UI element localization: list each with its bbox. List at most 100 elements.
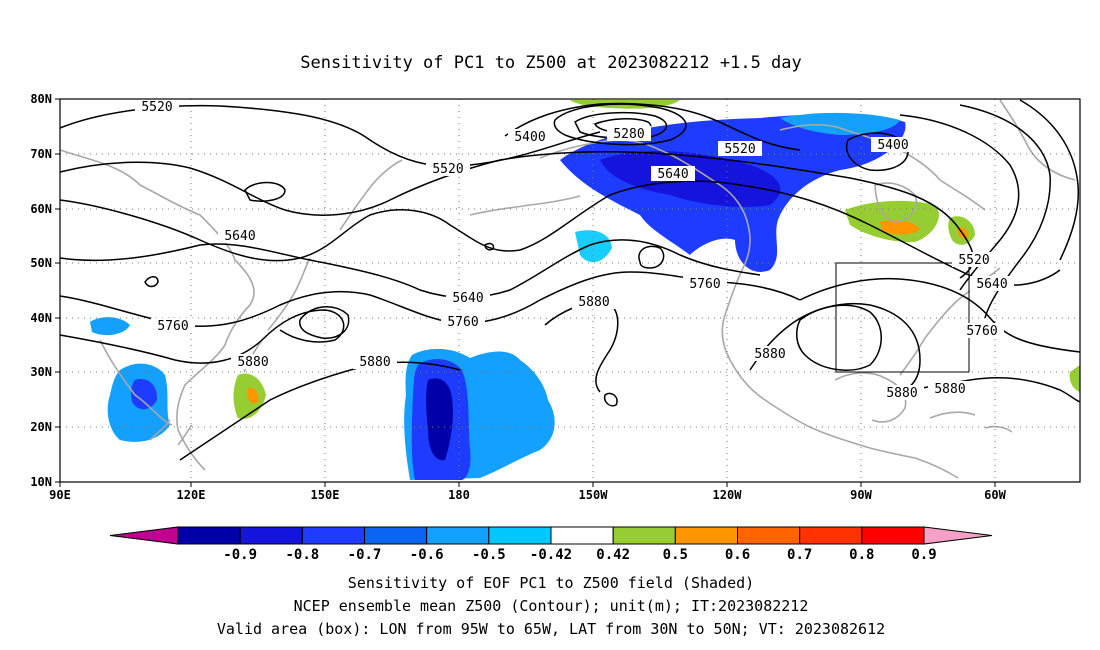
light-negative-alaska xyxy=(780,112,900,135)
contour-5880-mexico xyxy=(749,302,921,396)
svg-text:5640: 5640 xyxy=(452,291,483,306)
contour-label: 5520 xyxy=(135,99,179,115)
contour-small-loop-south xyxy=(603,392,618,407)
lon-tick-label: 60W xyxy=(984,488,1006,502)
contour-5760-east xyxy=(799,277,1081,353)
caption-line-3: Valid area (box): LON from 95W to 65W, L… xyxy=(217,620,885,638)
colorbar-max-arrow xyxy=(923,526,993,545)
contour-label: 5760 xyxy=(683,276,727,292)
lon-tick-label: 150W xyxy=(579,488,609,502)
colorbar-swatch xyxy=(799,526,863,545)
colorbar-tick-label: 0.8 xyxy=(849,547,874,563)
svg-text:5760: 5760 xyxy=(966,324,997,339)
lat-tick-label: 80N xyxy=(30,92,52,106)
colorbar-tick-label: -0.6 xyxy=(410,547,444,563)
lon-tick-label: 120E xyxy=(177,488,206,502)
map-frame xyxy=(59,98,1081,483)
lat-tick-label: 10N xyxy=(30,475,52,489)
lon-tick-label: 120W xyxy=(713,488,743,502)
negative-core-west-pacific xyxy=(131,379,158,410)
svg-text:5640: 5640 xyxy=(976,277,1007,292)
coastline-kamchatka xyxy=(339,159,403,231)
contour-label: 5400 xyxy=(871,137,915,153)
lat-tick-label: 50N xyxy=(30,256,52,270)
contour-labels: 5520 5400 5280 5520 5400 5520 5640 5640 … xyxy=(135,99,1014,401)
negative-small-west-pacific xyxy=(90,317,130,336)
contour-label: 5880 xyxy=(231,354,275,370)
coastline-greenland xyxy=(999,99,1076,181)
contour-closed-bc-low xyxy=(638,245,665,269)
colorbar-swatch xyxy=(177,526,241,545)
contour-5880-pacific-high xyxy=(544,301,619,393)
svg-text:5760: 5760 xyxy=(447,315,478,330)
contour-label: 5640 xyxy=(651,166,695,182)
contour-label: 5400 xyxy=(508,129,552,145)
light-negative-edge-north-pacific xyxy=(575,230,612,263)
colorbar-tick-label: -0.8 xyxy=(285,547,319,563)
contour-label: 5880 xyxy=(880,385,924,401)
contour-label: 5640 xyxy=(970,276,1014,292)
contour-label: 5520 xyxy=(426,161,470,177)
colorbar-swatch xyxy=(239,526,303,545)
contour-label: 5640 xyxy=(218,228,262,244)
contour-label: 5280 xyxy=(607,126,651,142)
colorbar-tick-label: 0.42 xyxy=(596,547,630,563)
contour-5280-low xyxy=(553,103,687,146)
positive-core-japan-south xyxy=(247,387,259,404)
colorbar-swatch xyxy=(426,526,490,545)
contour-east-ridge-3 xyxy=(1019,99,1080,261)
colorbar-swatch xyxy=(737,526,801,545)
contour-label: 5520 xyxy=(952,252,996,268)
svg-text:5520: 5520 xyxy=(141,100,172,115)
colorbar-min-arrow xyxy=(109,526,179,545)
contour-5640-mid xyxy=(59,180,1061,286)
contour-small-closed-1 xyxy=(144,276,159,288)
colorbar-tick-label: 0.7 xyxy=(787,547,812,563)
contour-5880-west xyxy=(59,309,345,364)
contour-5400-arctic xyxy=(504,102,801,151)
contour-closed-nw-pacific xyxy=(299,306,350,339)
figure-title: Sensitivity of PC1 to Z500 at 2023082212… xyxy=(300,53,802,73)
svg-text:5760: 5760 xyxy=(689,277,720,292)
colorbar-swatch xyxy=(364,526,428,545)
caption-line-1: Sensitivity of EOF PC1 to Z500 field (Sh… xyxy=(348,574,754,592)
svg-text:5880: 5880 xyxy=(934,382,965,397)
lon-tick-label: 180 xyxy=(448,488,470,502)
colorbar-swatch xyxy=(861,526,925,545)
svg-text:5640: 5640 xyxy=(657,167,688,182)
positive-core-canada xyxy=(880,220,920,235)
colorbar-tick-label: 0.9 xyxy=(911,547,936,563)
caption-line-2: NCEP ensemble mean Z500 (Contour); unit(… xyxy=(294,597,809,615)
svg-text:5760: 5760 xyxy=(157,319,188,334)
sensitivity-shading xyxy=(90,100,1080,480)
valid-area-box xyxy=(835,262,970,373)
lat-tick-label: 60N xyxy=(30,202,52,216)
coastline-north-america-west xyxy=(721,269,813,429)
colorbar-swatch xyxy=(550,526,614,545)
colorbar-tick-label: -0.5 xyxy=(472,547,506,563)
contour-label: 5880 xyxy=(748,346,792,362)
contour-label: 5520 xyxy=(718,141,762,157)
positive-sensitivity-east-edge xyxy=(1069,365,1080,392)
coastline-philippines xyxy=(149,419,193,446)
coastline-mexico-central-america xyxy=(811,427,959,479)
coastline-china-coast xyxy=(99,339,173,426)
svg-text:5520: 5520 xyxy=(432,162,463,177)
colorbar-swatch xyxy=(301,526,366,545)
colorbar-swatch xyxy=(488,526,552,545)
contour-label: 5880 xyxy=(353,354,397,370)
negative-darkest-central-pacific xyxy=(426,378,453,461)
gridlines xyxy=(60,99,1080,482)
colorbar-swatch xyxy=(674,526,738,545)
contour-5640-wave xyxy=(59,239,761,299)
lat-axis: 80N 70N 60N 50N 40N 30N 20N 10N xyxy=(30,92,60,489)
contour-label: 5760 xyxy=(441,314,485,330)
colorbar-tick-label: -0.7 xyxy=(348,547,382,563)
lat-tick-label: 70N xyxy=(30,147,52,161)
contour-closed-east-low xyxy=(846,132,909,172)
lon-tick-label: 90W xyxy=(850,488,872,502)
contour-label: 5880 xyxy=(572,294,616,310)
captions: Sensitivity of EOF PC1 to Z500 field (Sh… xyxy=(217,574,885,638)
colorbar-swatch xyxy=(612,526,676,545)
